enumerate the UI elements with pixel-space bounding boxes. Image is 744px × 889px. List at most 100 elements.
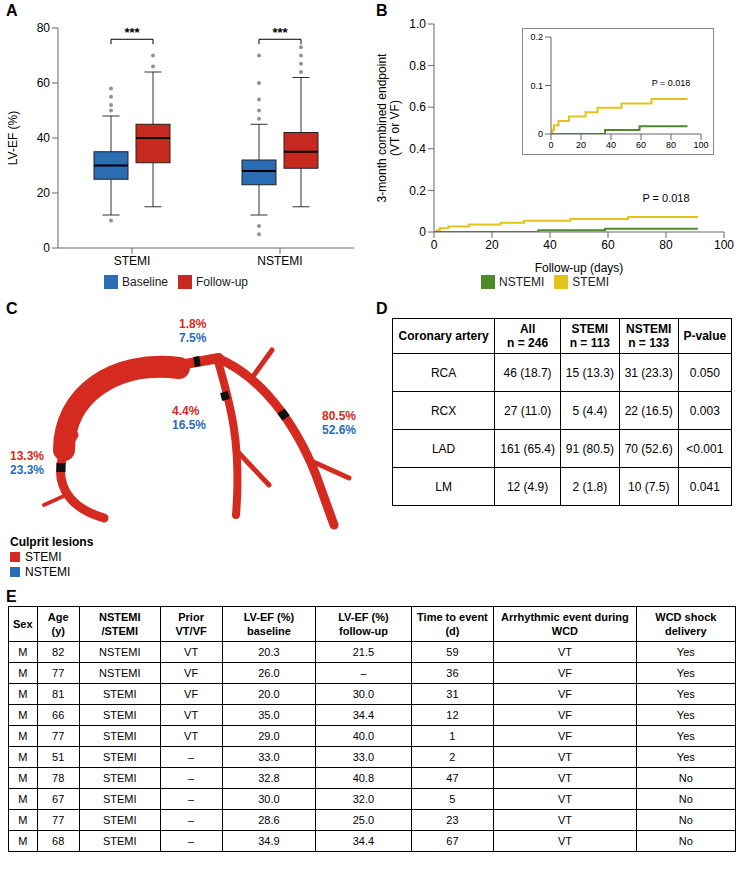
html-text:Baseline: Baseline <box>122 275 168 289</box>
svg-text:P = 0.018: P = 0.018 <box>652 78 691 88</box>
svg-text:13.3%: 13.3% <box>10 449 44 463</box>
svg-text:40: 40 <box>543 238 557 252</box>
html-text:12 (4.9): 12 (4.9) <box>506 479 549 494</box>
svg-text:4.4%: 4.4% <box>172 404 200 418</box>
html-text:B: B <box>376 2 388 19</box>
html-text:Time to event (d): Time to event (d) <box>417 611 488 637</box>
svg-text:STEMI: STEMI <box>25 550 62 564</box>
html-text:5 (4.4): 5 (4.4) <box>572 403 608 418</box>
html-text:LV-EF (%) follow-up: LV-EF (%) follow-up <box>338 611 389 637</box>
svg-text:20: 20 <box>576 140 586 150</box>
html-text:15 (13.3): 15 (13.3) <box>565 365 614 380</box>
svg-text:100: 100 <box>714 238 734 252</box>
html-text:NSTEMI: NSTEMI <box>99 646 141 658</box>
html-text:Sex: Sex <box>13 618 33 630</box>
html-text:D: D <box>376 300 388 317</box>
svg-text:0.6: 0.6 <box>409 100 426 114</box>
svg-text:0: 0 <box>43 241 50 255</box>
html-text:Prior VT/VF: Prior VT/VF <box>175 611 207 637</box>
svg-text:STEMI: STEMI <box>114 254 151 268</box>
html-text:n = 246: n = 246 <box>507 336 549 350</box>
html-text:RCX: RCX <box>430 403 457 418</box>
html-text:Age (y): Age (y) <box>47 611 69 637</box>
html-text:161 (65.4): 161 (65.4) <box>500 441 555 456</box>
svg-text:1.0: 1.0 <box>409 17 426 31</box>
html-text:NSTEMI: NSTEMI <box>499 275 545 289</box>
svg-text:0.4: 0.4 <box>409 142 426 156</box>
svg-text:***: *** <box>272 25 288 40</box>
html-text:59: 59 <box>446 646 459 658</box>
svg-text:80: 80 <box>37 21 51 35</box>
svg-text:NSTEMI: NSTEMI <box>257 254 302 268</box>
svg-text:NSTEMI: NSTEMI <box>25 565 70 579</box>
svg-text:7.5%: 7.5% <box>179 331 207 345</box>
html-text:<0.001: <0.001 <box>686 441 724 456</box>
html-text:31 (23.3): 31 (23.3) <box>624 365 673 380</box>
html-text:RCA: RCA <box>430 365 457 380</box>
html-text:Follow-up: Follow-up <box>196 275 248 289</box>
html-text:WCD shock delivery: WCD shock delivery <box>655 611 717 637</box>
svg-text:0.1: 0.1 <box>530 81 543 91</box>
svg-text:52.6%: 52.6% <box>322 423 356 437</box>
html-text:NSTEMI /STEMI: NSTEMI /STEMI <box>99 611 141 637</box>
html-text:21.5: 21.5 <box>352 646 375 658</box>
svg-text:60: 60 <box>636 140 646 150</box>
svg-text:40: 40 <box>37 131 51 145</box>
svg-text:***: *** <box>124 25 140 40</box>
html-text:0.041: 0.041 <box>689 479 720 494</box>
html-text:27 (11.0): 27 (11.0) <box>504 403 552 418</box>
html-text:A: A <box>6 2 18 19</box>
html-text:Arrhythmic event during WCD: Arrhythmic event during WCD <box>501 611 629 637</box>
svg-text:20: 20 <box>37 186 51 200</box>
html-text:STEMI: STEMI <box>571 322 609 336</box>
svg-text:P = 0.018: P = 0.018 <box>642 192 689 204</box>
svg-text:0: 0 <box>431 238 438 252</box>
svg-text:0.2: 0.2 <box>409 184 426 198</box>
html-text:LV-EF (%) baseline: LV-EF (%) baseline <box>243 611 295 637</box>
html-text:Yes: Yes <box>676 646 695 658</box>
svg-text:Follow-up (days): Follow-up (days) <box>535 261 624 275</box>
svg-text:60: 60 <box>37 76 51 90</box>
html-text:0.050: 0.050 <box>689 365 720 380</box>
svg-text:60: 60 <box>601 238 615 252</box>
html-text:0.003: 0.003 <box>689 403 720 418</box>
svg-text:16.5%: 16.5% <box>172 418 206 432</box>
html-text:P-value: P-value <box>683 329 727 343</box>
svg-text:LV-EF (%): LV-EF (%) <box>6 111 20 165</box>
svg-text:80: 80 <box>666 140 676 150</box>
html-text:10 (7.5): 10 (7.5) <box>628 479 670 494</box>
html-text:46 (18.7): 46 (18.7) <box>503 365 552 380</box>
svg-text:40: 40 <box>606 140 616 150</box>
svg-text:0.2: 0.2 <box>530 32 543 42</box>
svg-text:0: 0 <box>538 129 543 139</box>
html-text:Coronary artery: Coronary artery <box>398 329 489 343</box>
html-text:77: 77 <box>52 667 65 679</box>
html-text:STEMI: STEMI <box>572 275 609 289</box>
svg-text:80: 80 <box>659 238 673 252</box>
html-text:C: C <box>6 300 18 317</box>
svg-text:1.8%: 1.8% <box>179 317 207 331</box>
svg-text:0.8: 0.8 <box>409 59 426 73</box>
svg-text:100: 100 <box>693 140 708 150</box>
svg-text:20: 20 <box>485 238 499 252</box>
svg-text:80.5%: 80.5% <box>322 409 356 423</box>
html-text:20.3: 20.3 <box>258 646 280 658</box>
svg-text:23.3%: 23.3% <box>10 463 44 477</box>
html-text:LAD: LAD <box>431 441 456 456</box>
svg-text:Culprit lesions: Culprit lesions <box>10 535 94 549</box>
html-text:22 (16.5): 22 (16.5) <box>624 403 673 418</box>
html-text:VT: VT <box>184 646 199 658</box>
html-text:2 (1.8): 2 (1.8) <box>572 479 608 494</box>
html-text:82: 82 <box>52 646 65 658</box>
html-text:LM: LM <box>435 479 452 494</box>
html-text:91 (80.5): 91 (80.5) <box>565 441 614 456</box>
html-text:n = 133: n = 133 <box>628 336 670 350</box>
svg-text:0: 0 <box>548 140 553 150</box>
html-text:All: All <box>519 322 536 336</box>
html-text:70 (52.6): 70 (52.6) <box>624 441 673 456</box>
html-text:VT: VT <box>557 646 572 658</box>
html-text:NSTEMI: NSTEMI <box>626 322 672 336</box>
svg-text:0: 0 <box>419 225 426 239</box>
svg-text:3-month combined endpoint(VT o: 3-month combined endpoint(VT or VF) <box>375 53 402 202</box>
html-text:n = 113: n = 113 <box>569 336 610 350</box>
